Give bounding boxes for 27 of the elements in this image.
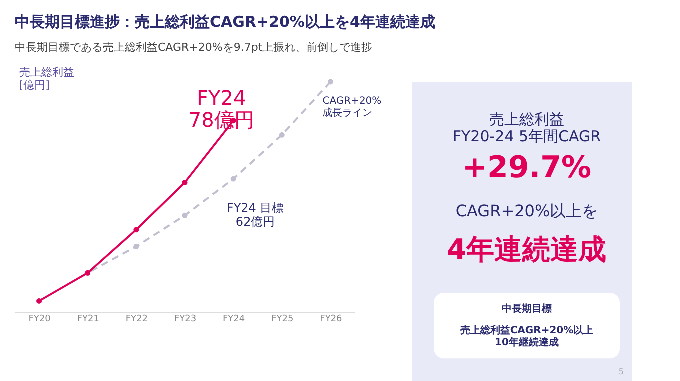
annotation: FY24 目標 62億円 (226, 201, 284, 230)
x-tick-label: FY21 (77, 314, 100, 324)
chart-subtitle: 中長期目標である売上総利益CAGR+20%を9.7pt上振れ、前倒しで進捗 (15, 41, 373, 54)
point (230, 176, 236, 182)
point (182, 212, 188, 218)
text: 4年連続達成 (447, 232, 607, 266)
x-tick-label: FY24 (223, 314, 246, 324)
series-label: CAGR+20% 成長ライン (322, 96, 382, 119)
x-tick-label: FY20 (28, 314, 52, 324)
text: +29.7% (462, 150, 592, 186)
point (328, 79, 334, 85)
annotation: FY24 78億円 (188, 86, 254, 132)
text: 売上総利益 FY20-24 5年間CAGR (452, 110, 602, 146)
y-axis-title: 売上総利益 [億円] (19, 66, 74, 92)
text: CAGR+20%以上を (456, 201, 598, 220)
x-tick-label: FY26 (320, 314, 343, 324)
point (134, 244, 140, 250)
point (134, 227, 140, 233)
point (182, 180, 188, 186)
text: 中長期目標 (502, 302, 552, 315)
x-tick-label: FY22 (126, 314, 148, 324)
point (279, 132, 285, 138)
text: 売上総利益CAGR+20%以上 10年継続達成 (460, 324, 594, 348)
x-tick-label: FY23 (174, 314, 197, 324)
x-tick-label: FY25 (272, 314, 294, 324)
chart-title: 中長期目標進捗：売上総利益CAGR+20%以上を4年連続達成 (15, 13, 436, 31)
text: 5 (618, 368, 624, 377)
